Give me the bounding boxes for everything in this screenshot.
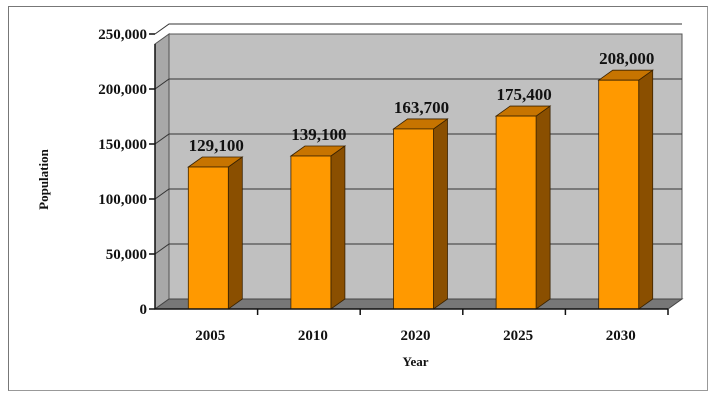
y-tick-label: 150,000 — [98, 137, 147, 153]
y-tick-label: 100,000 — [98, 192, 147, 208]
bar-front-face — [187, 166, 229, 310]
bar-side-face — [227, 156, 243, 310]
data-label: 175,400 — [496, 85, 551, 104]
bar-front-face — [598, 79, 640, 310]
x-tick-label: 2005 — [195, 328, 225, 344]
y-tick-label: 0 — [140, 302, 148, 318]
x-axis-title: Year — [403, 354, 429, 369]
bar — [187, 156, 244, 310]
bar-side-face — [330, 145, 346, 310]
x-tick-label: 2020 — [401, 328, 431, 344]
x-tick-label: 2010 — [298, 328, 328, 344]
plot-side-wall — [154, 33, 170, 310]
bar-side-face — [535, 105, 551, 310]
bar — [494, 105, 552, 310]
data-label: 129,100 — [189, 136, 244, 155]
y-tick-label: 250,000 — [98, 27, 147, 43]
y-tick-label: 200,000 — [98, 82, 147, 98]
bar-side-face — [638, 69, 654, 310]
x-tick-label: 2030 — [606, 328, 636, 344]
data-label: 139,100 — [291, 125, 346, 144]
gridline — [154, 78, 682, 90]
y-axis-title: Population — [36, 148, 51, 209]
x-tick-label: 2025 — [503, 328, 533, 344]
bar-front-face — [290, 155, 332, 310]
data-label: 208,000 — [599, 49, 654, 68]
data-label: 163,700 — [394, 98, 449, 117]
bar-front-face — [393, 128, 434, 310]
bar — [597, 69, 654, 310]
chart-frame — [8, 6, 708, 391]
bar-front-face — [495, 115, 537, 310]
gridline — [154, 23, 682, 35]
y-tick-label: 50,000 — [106, 247, 147, 263]
bar — [392, 118, 449, 310]
bar-side-face — [433, 118, 448, 310]
bar — [289, 145, 347, 310]
